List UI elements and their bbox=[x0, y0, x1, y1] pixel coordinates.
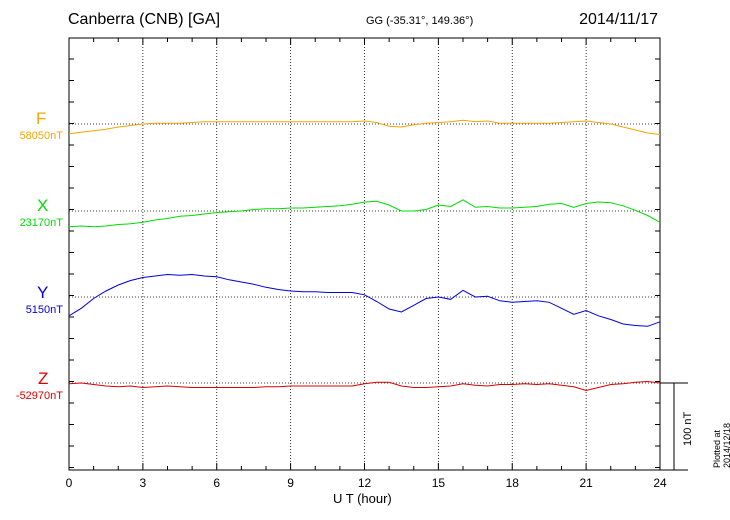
x-tick-label: 3 bbox=[140, 476, 147, 490]
x-tick-label: 12 bbox=[358, 476, 372, 490]
series-line-z bbox=[68, 380, 661, 392]
chart-date: 2014/11/17 bbox=[579, 11, 658, 28]
chart-title: Canberra (CNB) [GA] bbox=[68, 11, 221, 28]
scale-bar-label: 100 nT bbox=[682, 411, 694, 446]
x-tick-label: 21 bbox=[579, 476, 593, 490]
series-line-f bbox=[68, 119, 661, 135]
series-label-f: F bbox=[36, 109, 47, 128]
x-tick-label: 9 bbox=[287, 476, 294, 490]
series-baseline-z: -52970nT bbox=[15, 390, 63, 402]
series-line-y bbox=[68, 273, 661, 327]
x-tick-label: 6 bbox=[213, 476, 220, 490]
station-coordinates: GG (-35.31°, 149.36°) bbox=[366, 15, 474, 27]
series-label-x: X bbox=[37, 196, 49, 215]
x-tick-label: 0 bbox=[66, 476, 73, 490]
series-baseline-y: 5150nT bbox=[25, 304, 63, 316]
series-line-x bbox=[68, 199, 661, 228]
x-tick-label: 24 bbox=[653, 476, 667, 490]
x-tick-label: 18 bbox=[506, 476, 520, 490]
series-label-z: Z bbox=[38, 369, 49, 388]
plotted-timestamp: Plotted at 2014/12/18 01:53 UT bbox=[712, 422, 730, 468]
series-baseline-f: 58050nT bbox=[19, 130, 63, 142]
x-tick-label: 15 bbox=[432, 476, 446, 490]
x-axis-label: U T (hour) bbox=[333, 491, 392, 506]
series-label-y: Y bbox=[37, 283, 49, 302]
series-baseline-x: 23170nT bbox=[19, 217, 63, 229]
